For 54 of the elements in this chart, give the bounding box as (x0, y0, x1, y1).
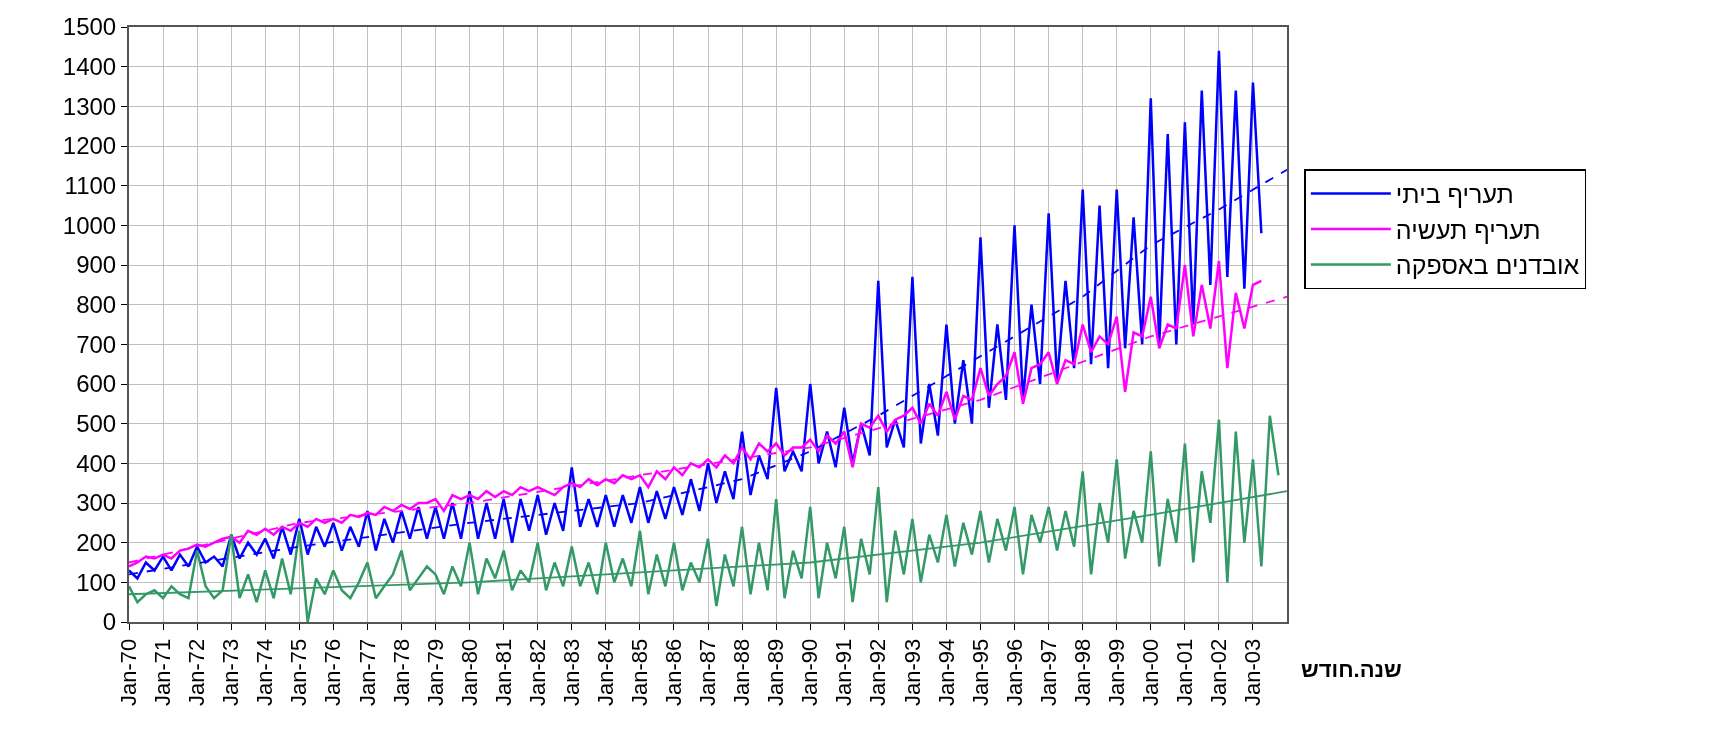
x-tick-label: Jan-91 (831, 638, 857, 707)
x-tick-label: Jan-70 (116, 638, 142, 707)
y-tick-label: 400 (76, 449, 117, 477)
x-tick-label: Jan-98 (1069, 638, 1095, 707)
y-tick-label: 1200 (62, 132, 117, 160)
x-tick-label: Jan-87 (695, 638, 721, 707)
y-tick-label: 1300 (62, 92, 117, 120)
x-tick-label: Jan-75 (286, 638, 312, 707)
legend-label: תעריף ביתי (1395, 180, 1514, 209)
x-tick-label: Jan-96 (1001, 638, 1027, 707)
x-tick-label: Jan-00 (1137, 638, 1163, 707)
x-tick-label: Jan-85 (627, 638, 653, 707)
x-tick-label: Jan-90 (797, 638, 823, 707)
x-tick-label: Jan-99 (1103, 638, 1129, 707)
x-tick-label: Jan-78 (388, 638, 414, 707)
y-tick-label: 100 (76, 568, 117, 596)
y-tick-label: 0 (102, 608, 117, 636)
x-tick-label: Jan-02 (1206, 638, 1232, 707)
x-tick-label: Jan-86 (661, 638, 687, 707)
legend-label: תעריף תעשיה (1395, 215, 1541, 244)
x-tick-label: Jan-79 (422, 638, 448, 707)
x-tick-label: Jan-01 (1172, 638, 1198, 707)
y-tick-label: 1100 (64, 172, 117, 200)
x-tick-label: Jan-93 (899, 638, 925, 707)
x-axis-title: שנה.חודש (1301, 657, 1402, 682)
y-tick-label: 300 (76, 489, 117, 517)
y-tick-label: 1500 (62, 13, 117, 41)
x-tick-label: Jan-92 (865, 638, 891, 707)
x-tick-label: Jan-73 (218, 638, 244, 707)
x-tick-label: Jan-95 (967, 638, 993, 707)
legend-label: אובדנים באספקה (1395, 251, 1580, 280)
y-tick-label: 1400 (62, 53, 117, 81)
x-tick-label: Jan-71 (150, 638, 176, 707)
x-tick-label: Jan-03 (1240, 638, 1266, 707)
y-tick-label: 700 (76, 330, 117, 358)
y-tick-label: 200 (76, 529, 117, 557)
x-tick-label: Jan-81 (490, 638, 516, 707)
x-tick-label: Jan-72 (184, 638, 210, 707)
x-tick-label: Jan-80 (456, 638, 482, 707)
y-tick-label: 600 (76, 370, 117, 398)
y-tick-label: 800 (76, 291, 117, 319)
x-tick-label: Jan-84 (592, 638, 618, 707)
x-tick-label: Jan-82 (524, 638, 550, 707)
x-tick-label: Jan-89 (763, 638, 789, 707)
x-tick-label: Jan-83 (558, 638, 584, 707)
x-tick-label: Jan-74 (252, 638, 278, 707)
x-tick-label: Jan-94 (933, 638, 959, 707)
y-tick-label: 900 (76, 251, 117, 279)
y-tick-label: 1000 (62, 211, 117, 239)
x-tick-label: Jan-77 (354, 638, 380, 707)
x-tick-label: Jan-88 (729, 638, 755, 707)
x-tick-label: Jan-76 (320, 638, 346, 707)
y-tick-label: 500 (76, 410, 117, 438)
x-tick-label: Jan-97 (1035, 638, 1061, 707)
